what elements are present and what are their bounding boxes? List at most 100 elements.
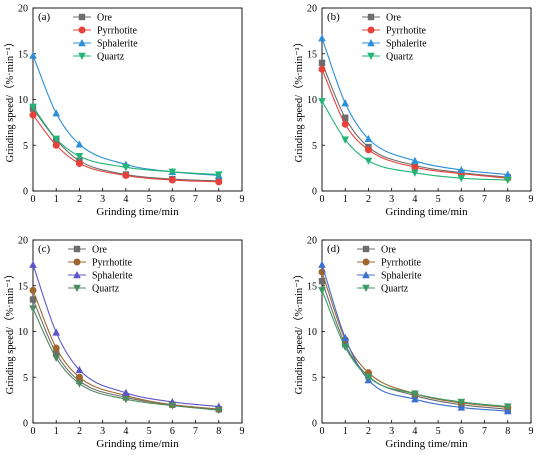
series-line-ore — [321, 62, 508, 178]
chart-panel-1: 0 1 2 3 4 5 6 7 8 9 0 5 10 15 20 Grinding time/min Grind… — [4, 4, 245, 219]
data-point-sphalerite — [364, 134, 373, 143]
legend-label: Sphalerite — [92, 271, 133, 282]
data-point-quartz — [503, 403, 512, 411]
data-point-quartz — [341, 136, 350, 144]
legend-marker — [78, 39, 86, 47]
x-tick-label: 2 — [77, 194, 82, 205]
legend-label: Sphalerite — [381, 271, 422, 282]
y-axis-label: Grinding speed/（%·min⁻¹） — [293, 269, 305, 395]
data-point-pyrrhotite — [75, 373, 83, 381]
data-point-quartz — [457, 398, 466, 406]
x-tick-label: 3 — [389, 426, 394, 437]
data-point-quartz — [364, 157, 373, 165]
data-point-quartz — [75, 380, 84, 388]
y-tick-label: 15 — [18, 281, 28, 292]
x-tick-label: 3 — [100, 194, 105, 205]
y-tick-label: 10 — [18, 327, 28, 338]
legend-label: Pyrrhotite — [381, 258, 422, 269]
y-tick-label: 5 — [312, 141, 317, 152]
legend-marker — [367, 39, 375, 47]
legend-label: Sphalerite — [386, 39, 427, 50]
x-tick-label: 2 — [366, 194, 371, 205]
panel-label: (c) — [38, 243, 51, 255]
y-tick-label: 0 — [312, 419, 317, 430]
x-tick-label: 3 — [100, 426, 105, 437]
data-point-quartz — [503, 176, 512, 185]
data-point-sphalerite — [411, 156, 419, 165]
data-point-ore — [53, 350, 60, 357]
x-axis-label: Grinding time/min — [385, 438, 468, 450]
plot-frame — [32, 7, 243, 192]
y-tick-label: 5 — [23, 373, 28, 384]
data-point-ore — [318, 59, 326, 67]
legend-marker — [367, 26, 375, 34]
y-tick-label: 0 — [23, 419, 28, 430]
panel-label: (d) — [327, 243, 340, 255]
data-point-quartz — [29, 305, 37, 313]
data-point-pyrrhotite — [122, 171, 130, 179]
y-tick-label: 20 — [18, 4, 28, 15]
data-point-pyrrhotite — [75, 160, 83, 168]
data-point-quartz — [168, 168, 177, 176]
x-tick-label: 8 — [216, 426, 221, 437]
x-tick-label: 5 — [436, 194, 441, 205]
data-point-quartz — [52, 354, 61, 363]
data-point-quartz — [364, 374, 373, 382]
y-tick-label: 5 — [23, 141, 28, 152]
data-point-pyrrhotite — [411, 163, 419, 171]
data-point-ore — [318, 277, 326, 285]
x-tick-label: 6 — [170, 426, 175, 437]
data-point-quartz — [318, 98, 326, 106]
y-tick-label: 5 — [312, 373, 317, 384]
data-point-ore — [29, 296, 37, 303]
data-point-quartz — [457, 174, 466, 183]
data-point-pyrrhotite — [215, 178, 223, 186]
x-tick-label: 9 — [240, 194, 245, 205]
legend-marker — [367, 13, 375, 21]
legend-label: Quartz — [386, 52, 414, 63]
data-point-pyrrhotite — [168, 176, 176, 184]
y-tick-label: 20 — [307, 4, 317, 15]
y-tick-label: 15 — [307, 281, 317, 292]
series-line-pyrrhotite — [321, 69, 508, 179]
legend-label: Pyrrhotite — [386, 26, 427, 37]
x-tick-label: 0 — [320, 426, 325, 437]
x-tick-label: 2 — [366, 426, 371, 437]
x-tick-label: 1 — [343, 426, 348, 437]
data-point-quartz — [411, 169, 419, 177]
legend-marker — [78, 13, 86, 21]
legend-label: Quartz — [97, 52, 125, 63]
legend-marker — [73, 258, 81, 266]
x-tick-label: 7 — [482, 426, 487, 437]
y-tick-label: 0 — [312, 187, 317, 198]
y-tick-label: 20 — [18, 236, 28, 247]
data-point-pyrrhotite — [341, 120, 349, 128]
x-axis-label: Grinding time/min — [385, 206, 468, 218]
x-tick-label: 7 — [193, 426, 198, 437]
data-point-pyrrhotite — [52, 344, 60, 352]
data-point-quartz — [75, 153, 84, 161]
series-line-sphalerite — [32, 55, 219, 176]
series-line-quartz — [32, 308, 219, 411]
x-tick-label: 3 — [389, 194, 394, 205]
data-point-quartz — [341, 343, 350, 352]
x-tick-label: 0 — [31, 194, 36, 205]
data-point-sphalerite — [457, 403, 466, 411]
x-tick-label: 9 — [529, 194, 534, 205]
legend-label: Ore — [381, 245, 397, 256]
data-point-pyrrhotite — [52, 141, 60, 149]
x-tick-label: 5 — [147, 194, 152, 205]
x-tick-label: 7 — [193, 194, 198, 205]
x-tick-label: 0 — [320, 194, 325, 205]
legend-label: Quartz — [92, 284, 120, 295]
data-point-ore — [342, 114, 349, 121]
series-line-ore — [321, 280, 508, 410]
legend-marker — [367, 52, 375, 60]
x-tick-label: 4 — [123, 426, 128, 437]
data-point-sphalerite — [52, 328, 61, 336]
y-tick-label: 15 — [307, 49, 317, 60]
y-tick-label: 10 — [307, 95, 317, 106]
data-point-quartz — [214, 406, 223, 415]
plot-frame — [321, 239, 532, 424]
data-point-quartz — [29, 103, 37, 111]
